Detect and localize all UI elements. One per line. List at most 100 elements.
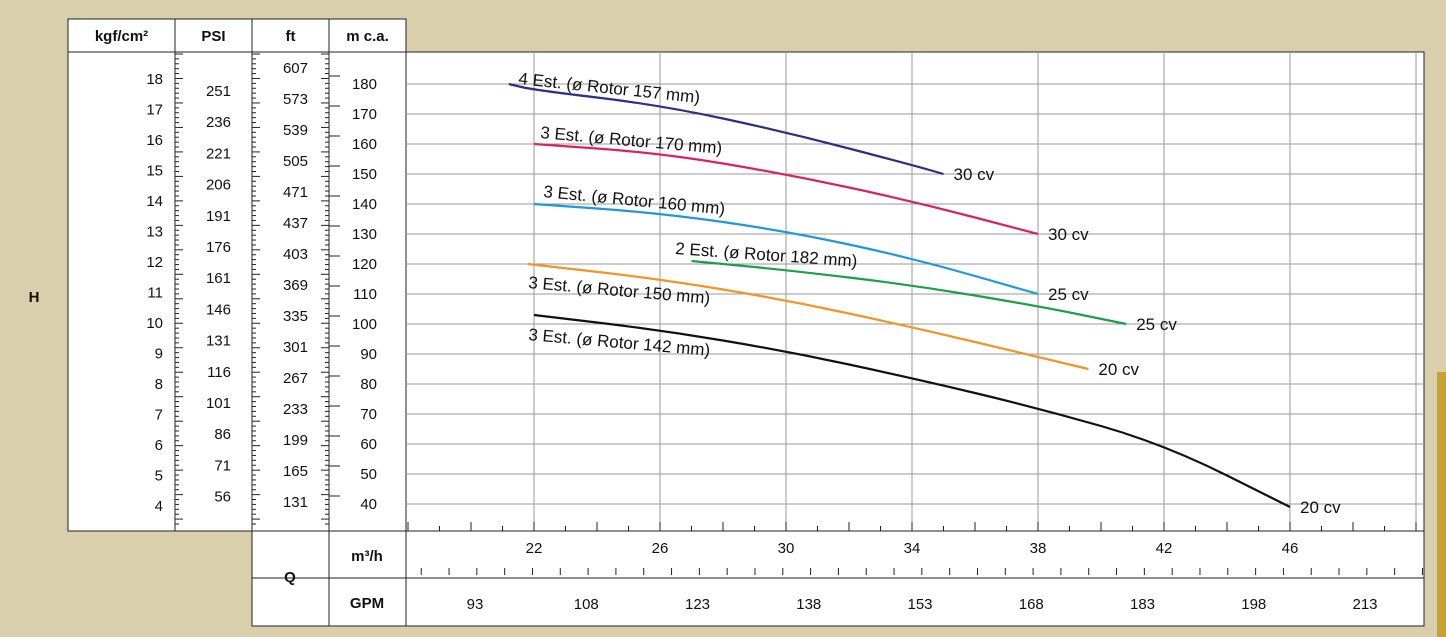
scale-tick-label: 131 bbox=[283, 494, 308, 511]
scale-tick-label: 403 bbox=[283, 246, 308, 263]
scale-tick-label: 90 bbox=[360, 346, 377, 363]
scale-tick-label: 191 bbox=[206, 208, 231, 225]
scale-tick-label: 17 bbox=[146, 102, 163, 119]
scale-tick-label: 4 bbox=[155, 498, 163, 515]
flow-labels: m³/h 22 26 30 34 38 42 46 GPM 93 108 123 138 153 168 18… bbox=[350, 540, 1378, 613]
scale-tick-label: 471 bbox=[283, 184, 308, 201]
scale-tick-label: 221 bbox=[206, 145, 231, 162]
scale-tick-label: 161 bbox=[206, 270, 231, 287]
flow-tick-label: 38 bbox=[1030, 540, 1047, 557]
scale-tick-label: 80 bbox=[360, 376, 377, 393]
scale-tick-label: 120 bbox=[352, 256, 377, 273]
flow-tick-label: 138 bbox=[796, 596, 821, 613]
scale-tick-label: 146 bbox=[206, 301, 231, 318]
scale-tick-label: 505 bbox=[283, 153, 308, 170]
curve-power-label: 30 cv bbox=[1048, 225, 1089, 244]
flow-unit-label: m³/h bbox=[351, 548, 383, 565]
scale-minor-ticks bbox=[175, 53, 340, 525]
scale-tick-label: 236 bbox=[206, 114, 231, 131]
scale-header: kgf/cm² bbox=[95, 28, 148, 45]
scale-tick-label: 199 bbox=[283, 432, 308, 449]
scale-tick-label: 70 bbox=[360, 406, 377, 423]
flow-unit-label: GPM bbox=[350, 595, 384, 612]
scale-tick-label: 116 bbox=[207, 364, 231, 381]
flow-ticks bbox=[407, 522, 1423, 575]
scale-tick-label: 6 bbox=[155, 437, 163, 454]
scale-tick-label: 206 bbox=[206, 177, 231, 194]
scale-tick-label: 5 bbox=[155, 468, 163, 485]
accent-bar bbox=[1437, 372, 1446, 637]
q-axis-label: Q bbox=[284, 569, 296, 586]
flow-tick-label: 183 bbox=[1130, 596, 1155, 613]
flow-tick-label: 153 bbox=[907, 596, 932, 613]
flow-tick-label: 30 bbox=[778, 540, 795, 557]
scale-tick-label: 14 bbox=[146, 193, 163, 210]
curve-power-label: 30 cv bbox=[954, 165, 995, 184]
curve-power-label: 25 cv bbox=[1048, 285, 1089, 304]
scale-tick-label: 140 bbox=[352, 196, 377, 213]
scale-tick-label: 13 bbox=[146, 224, 163, 241]
scale-tick-label: 437 bbox=[283, 215, 308, 232]
scale-tick-label: 110 bbox=[353, 286, 377, 303]
flow-tick-label: 108 bbox=[574, 596, 599, 613]
curve-line bbox=[527, 262, 1089, 371]
curve-power-label: 20 cv bbox=[1098, 360, 1139, 379]
scale-tick-label: 130 bbox=[352, 226, 377, 243]
scale-tick-label: 539 bbox=[283, 122, 308, 139]
scale-headers: kgf/cm² PSI ft m c.a. bbox=[95, 28, 389, 45]
curve-line bbox=[533, 202, 1039, 296]
scale-tick-label: 50 bbox=[360, 466, 377, 483]
flow-tick-label: 123 bbox=[685, 596, 710, 613]
scale-tick-label: 10 bbox=[146, 315, 163, 332]
scale-header: PSI bbox=[201, 28, 225, 45]
curve-line bbox=[508, 82, 944, 176]
flow-tick-label: 46 bbox=[1282, 540, 1299, 557]
scale-tick-label: 180 bbox=[352, 76, 377, 93]
scale-tick-label: 8 bbox=[155, 376, 163, 393]
scale-tick-label: 335 bbox=[283, 308, 308, 325]
flow-tick-label: 26 bbox=[652, 540, 669, 557]
scale-header: m c.a. bbox=[346, 28, 389, 45]
curve-power-label: 20 cv bbox=[1300, 498, 1341, 517]
curve-power-label: 25 cv bbox=[1136, 315, 1177, 334]
scale-tick-label: 160 bbox=[352, 136, 377, 153]
scale-tick-label: 15 bbox=[146, 163, 163, 180]
scale-tick-label: 12 bbox=[146, 254, 163, 271]
scale-tick-label: 369 bbox=[283, 277, 308, 294]
scale-tick-label: 131 bbox=[206, 333, 231, 350]
scale-tick-label: 11 bbox=[147, 285, 163, 302]
curve-line bbox=[533, 313, 1291, 508]
scale-tick-label: 7 bbox=[155, 407, 163, 424]
scale-tick-label: 165 bbox=[283, 463, 308, 480]
scale-tick-label: 16 bbox=[146, 132, 163, 149]
scale-tick-label: 301 bbox=[283, 339, 308, 356]
flow-tick-label: 42 bbox=[1156, 540, 1173, 557]
scale-tick-label: 18 bbox=[146, 71, 163, 88]
scale-table-panel bbox=[67, 18, 407, 532]
flow-tick-label: 34 bbox=[904, 540, 921, 557]
scale-tick-label: 267 bbox=[283, 370, 308, 387]
flow-tick-label: 22 bbox=[526, 540, 543, 557]
scale-tick-label: 56 bbox=[214, 489, 231, 506]
flow-tick-label: 213 bbox=[1352, 596, 1377, 613]
scale-tick-label: 86 bbox=[214, 426, 231, 443]
scale-labels: 18 17 16 15 14 13 12 11 10 9 8 7 6 5 4 251 236 221 206 191 1… bbox=[146, 60, 377, 515]
flow-tick-label: 198 bbox=[1241, 596, 1266, 613]
scale-tick-label: 251 bbox=[206, 83, 231, 100]
scale-tick-label: 60 bbox=[360, 436, 377, 453]
scale-header: ft bbox=[286, 28, 296, 45]
scale-tick-label: 101 bbox=[206, 395, 231, 412]
curve-line bbox=[533, 142, 1039, 236]
plot-area bbox=[405, 51, 1425, 532]
scale-tick-label: 100 bbox=[352, 316, 377, 333]
scale-tick-label: 71 bbox=[214, 457, 231, 474]
scale-tick-label: 573 bbox=[283, 91, 308, 108]
h-axis-label: H bbox=[29, 289, 40, 306]
scale-tick-label: 40 bbox=[360, 496, 377, 513]
scale-tick-label: 9 bbox=[155, 346, 163, 363]
curve-line bbox=[691, 259, 1127, 326]
flow-tick-label: 168 bbox=[1019, 596, 1044, 613]
scale-tick-label: 233 bbox=[283, 401, 308, 418]
scale-tick-label: 176 bbox=[206, 239, 231, 256]
